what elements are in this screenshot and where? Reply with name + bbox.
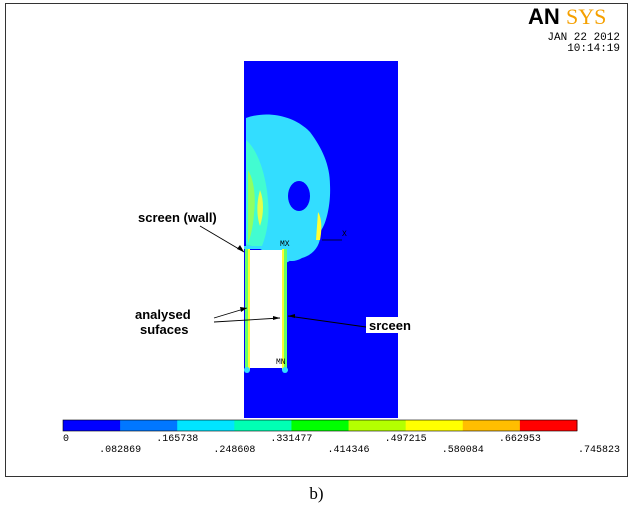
arrow-srceen (287, 315, 367, 328)
legend-label-bottom: .580084 (442, 445, 484, 456)
legend-label-bottom: .248608 (213, 445, 255, 456)
legend-swatch (519, 420, 578, 431)
legend-swatch (462, 420, 521, 431)
legend-swatch (405, 420, 464, 431)
legend-label-top: .662953 (499, 434, 541, 445)
legend-swatch (177, 420, 235, 431)
min-marker: MN (276, 358, 286, 367)
annotation-srceen: srceen (369, 318, 411, 333)
legend-swatch (348, 420, 407, 431)
logo-an: AN (528, 4, 560, 29)
cavity (247, 250, 283, 368)
max-marker: MX (280, 240, 290, 249)
contour-region (246, 114, 331, 263)
legend-label-bottom: .414346 (328, 445, 370, 456)
figure-caption: b) (309, 484, 324, 503)
legend-swatch (234, 420, 292, 431)
legend-border (62, 419, 578, 432)
legend-label-bottom: .745823 (578, 445, 620, 456)
axis-x-marker: X (342, 230, 347, 239)
date-label: JAN 22 2012 (547, 32, 620, 44)
time-label: 10:14:19 (567, 43, 620, 55)
annotation-analysed-line1: analysed (135, 307, 191, 322)
legend-swatch (120, 420, 178, 431)
logo-sys: SYS (566, 4, 606, 29)
legend-label-top: .497215 (385, 434, 427, 445)
screen-label-box (366, 317, 410, 333)
legend-labels: 0 .165738 .331477 .497215 .662953 .082869 .248… (63, 434, 620, 456)
screen-walls (244, 246, 288, 373)
legend-swatch (291, 420, 350, 431)
legend-label-bottom: .082869 (99, 445, 141, 456)
annotation-analysed-line2: sufaces (140, 322, 188, 337)
arrow-screen-wall (199, 225, 245, 253)
arrow-analysed-right (213, 317, 281, 323)
legend-label-top: 0 (63, 434, 69, 445)
legend-label-top: .165738 (156, 434, 198, 445)
annotation-screen-wall: screen (wall) (138, 210, 217, 225)
legend-bar (62, 419, 578, 432)
legend-swatch (63, 420, 121, 431)
legend-label-top: .331477 (270, 434, 312, 445)
